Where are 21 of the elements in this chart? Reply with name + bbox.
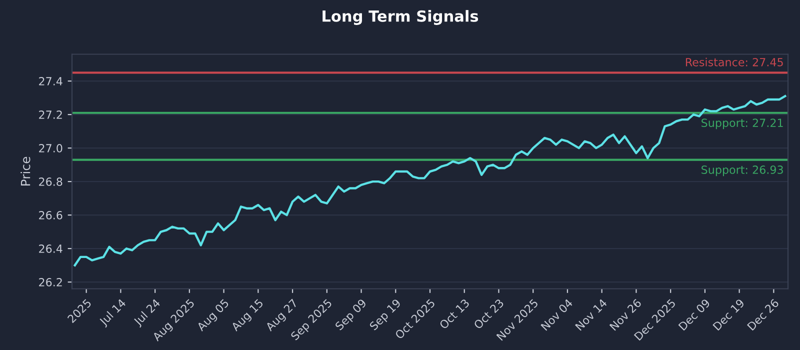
line-series xyxy=(74,95,786,266)
x-tick-label: Oct 23 xyxy=(473,298,504,330)
y-tick-label: 26.8 xyxy=(39,178,62,186)
chart-title: Long Term Signals xyxy=(322,10,478,25)
x-tick-label: Oct 13 xyxy=(438,298,470,330)
y-tick-label: 26.2 xyxy=(39,278,62,286)
x-tick-label: Dec 19 xyxy=(712,298,745,331)
x-tick-label: Sep 09 xyxy=(334,298,368,332)
y-tick-label: 26.6 xyxy=(39,211,62,220)
y-tick-label: 26.4 xyxy=(39,244,62,253)
ref-line-label: Support: 27.21 xyxy=(702,118,783,130)
y-tick-label: 27.4 xyxy=(39,77,62,86)
y-tick-label: 27.0 xyxy=(39,144,62,152)
x-tick-label: Jul 24 xyxy=(132,298,162,328)
ref-line-label: Resistance: 27.45 xyxy=(686,58,783,66)
x-tick-label: Jul 14 xyxy=(98,298,128,328)
ref-line-label: Support: 26.93 xyxy=(702,166,783,176)
y-tick-label: 27.2 xyxy=(39,110,62,119)
x-tick-label: Dec 26 xyxy=(746,298,780,331)
x-tick-label: Dec 09 xyxy=(678,298,710,331)
y-axis-title: Price xyxy=(20,156,30,186)
